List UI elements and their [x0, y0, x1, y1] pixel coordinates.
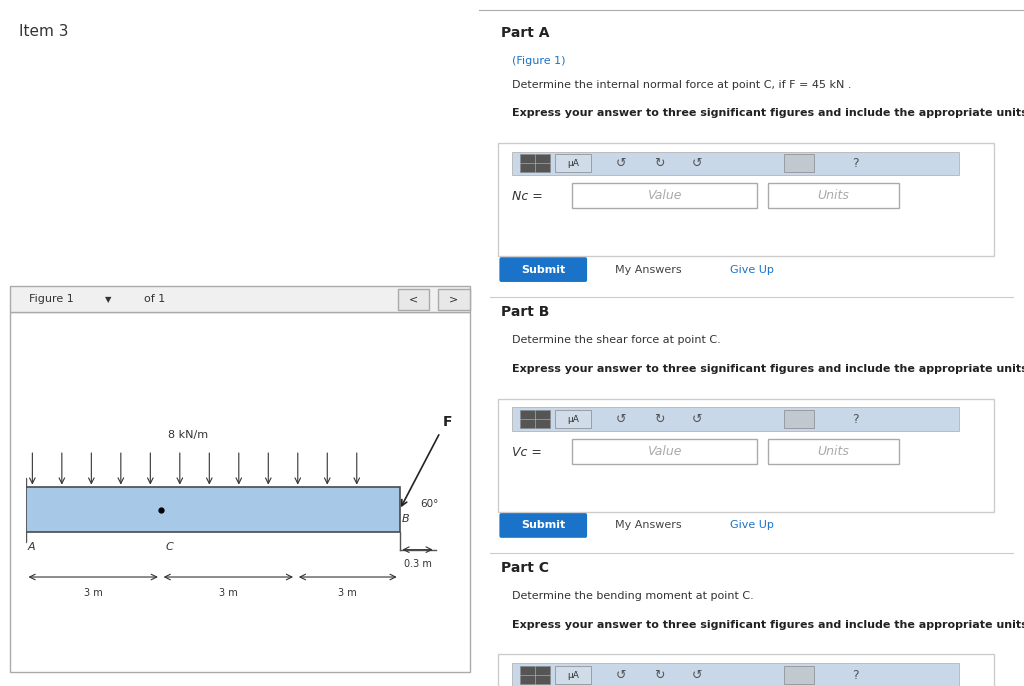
- Text: Value: Value: [647, 189, 682, 202]
- Text: 8 kN/m: 8 kN/m: [168, 429, 208, 440]
- Text: ↺: ↺: [692, 157, 702, 169]
- Text: 0.3 m: 0.3 m: [403, 559, 431, 569]
- FancyBboxPatch shape: [499, 143, 994, 256]
- FancyBboxPatch shape: [555, 666, 591, 684]
- Text: ↻: ↻: [653, 157, 665, 169]
- Text: 3 m: 3 m: [84, 588, 102, 598]
- Text: Item 3: Item 3: [19, 24, 69, 39]
- Text: μȦ: μȦ: [567, 158, 579, 168]
- FancyBboxPatch shape: [784, 410, 814, 428]
- Text: ↺: ↺: [615, 669, 626, 681]
- Text: C: C: [165, 542, 173, 552]
- FancyBboxPatch shape: [512, 152, 958, 175]
- FancyBboxPatch shape: [397, 289, 429, 310]
- Text: ↺: ↺: [692, 413, 702, 425]
- FancyBboxPatch shape: [520, 666, 550, 684]
- FancyBboxPatch shape: [500, 257, 587, 282]
- Text: Determine the bending moment at point C.: Determine the bending moment at point C.: [512, 591, 754, 602]
- Text: >: >: [450, 295, 459, 305]
- Text: ↺: ↺: [615, 157, 626, 169]
- Text: ↻: ↻: [653, 669, 665, 681]
- Text: A: A: [28, 542, 36, 552]
- Text: Express your answer to three significant figures and include the appropriate uni: Express your answer to three significant…: [512, 108, 1024, 119]
- FancyBboxPatch shape: [500, 513, 587, 538]
- Text: Nc =: Nc =: [512, 191, 543, 203]
- Text: Express your answer to three significant figures and include the appropriate uni: Express your answer to three significant…: [512, 364, 1024, 375]
- FancyBboxPatch shape: [768, 439, 899, 464]
- Text: Part B: Part B: [501, 305, 550, 319]
- Text: Part A: Part A: [501, 26, 550, 40]
- Text: (Figure 1): (Figure 1): [512, 56, 565, 67]
- Text: My Answers: My Answers: [615, 265, 682, 274]
- Text: Part C: Part C: [501, 561, 549, 575]
- Text: Figure 1: Figure 1: [29, 294, 74, 304]
- Bar: [26, 488, 399, 532]
- FancyBboxPatch shape: [9, 312, 470, 672]
- FancyBboxPatch shape: [512, 407, 958, 431]
- Text: Express your answer to three significant figures and include the appropriate uni: Express your answer to three significant…: [512, 620, 1024, 630]
- Text: Determine the shear force at point C.: Determine the shear force at point C.: [512, 335, 721, 346]
- FancyBboxPatch shape: [784, 154, 814, 172]
- Text: of 1: of 1: [143, 294, 165, 304]
- Text: F: F: [442, 415, 452, 429]
- Text: Give Up: Give Up: [730, 265, 774, 274]
- Text: My Answers: My Answers: [615, 521, 682, 530]
- Text: ↺: ↺: [692, 669, 702, 681]
- Text: ?: ?: [852, 669, 858, 681]
- Text: Submit: Submit: [521, 521, 565, 530]
- FancyBboxPatch shape: [499, 399, 994, 512]
- Text: Units: Units: [817, 189, 849, 202]
- Text: Determine the internal normal force at point C, if F = 45 kN .: Determine the internal normal force at p…: [512, 80, 851, 90]
- Text: ↺: ↺: [615, 413, 626, 425]
- Text: Vc =: Vc =: [512, 447, 542, 459]
- FancyBboxPatch shape: [520, 410, 550, 428]
- Text: <: <: [409, 295, 418, 305]
- Text: ?: ?: [852, 413, 858, 425]
- FancyBboxPatch shape: [555, 154, 591, 172]
- FancyBboxPatch shape: [9, 286, 470, 312]
- FancyBboxPatch shape: [499, 654, 994, 686]
- FancyBboxPatch shape: [571, 183, 757, 208]
- Bar: [10, 477, 26, 542]
- FancyBboxPatch shape: [520, 154, 550, 172]
- Text: Submit: Submit: [521, 265, 565, 274]
- FancyBboxPatch shape: [512, 663, 958, 686]
- Text: 3 m: 3 m: [219, 588, 238, 598]
- FancyBboxPatch shape: [438, 289, 470, 310]
- Text: 3 m: 3 m: [338, 588, 357, 598]
- Text: ?: ?: [852, 157, 858, 169]
- Text: Value: Value: [647, 445, 682, 458]
- Text: μȦ: μȦ: [567, 414, 579, 424]
- Text: Units: Units: [817, 445, 849, 458]
- Text: 60°: 60°: [420, 499, 438, 510]
- Text: Give Up: Give Up: [730, 521, 774, 530]
- FancyBboxPatch shape: [571, 439, 757, 464]
- Text: B: B: [401, 514, 410, 524]
- Text: μȦ: μȦ: [567, 670, 579, 680]
- FancyBboxPatch shape: [768, 183, 899, 208]
- Text: ▼: ▼: [105, 294, 112, 304]
- FancyBboxPatch shape: [555, 410, 591, 428]
- Text: ↻: ↻: [653, 413, 665, 425]
- FancyBboxPatch shape: [784, 666, 814, 684]
